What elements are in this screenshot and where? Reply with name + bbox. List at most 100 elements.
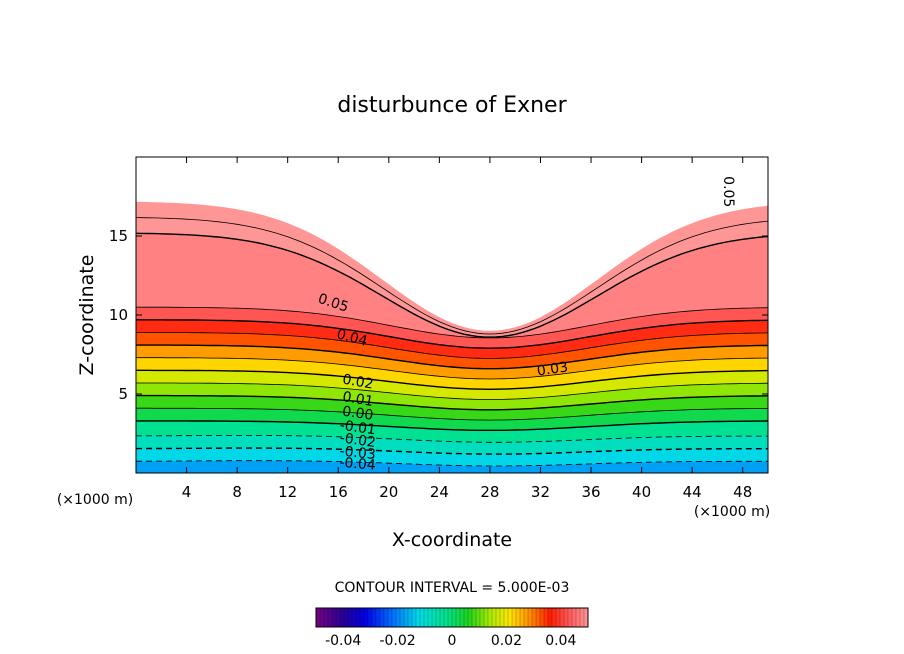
colorbar-swatch <box>448 608 453 627</box>
contour-line <box>136 369 768 391</box>
colorbar-swatch <box>436 608 441 627</box>
colorbar-swatch <box>544 608 549 627</box>
colorbar-tick-label: -0.04 <box>325 633 361 649</box>
colorbar-swatch <box>516 608 521 627</box>
colorbar-swatch <box>456 608 461 627</box>
colorbar-swatch <box>560 608 565 627</box>
colorbar-swatch <box>580 608 585 627</box>
contour-label: 0.03 <box>536 359 569 379</box>
colorbar-swatch <box>556 608 561 627</box>
colorbar-swatch <box>504 608 509 627</box>
contour-line <box>136 382 768 400</box>
colorbar-swatch <box>528 608 533 627</box>
colorbar-swatch <box>316 608 321 627</box>
contour-label: -0.02 <box>339 430 377 451</box>
colorbar-swatch <box>420 608 425 627</box>
colorbar-swatch <box>320 608 325 627</box>
contour-line <box>136 435 768 443</box>
contour-label: 0.00 <box>341 404 374 424</box>
contour-label: 0.05 <box>720 176 736 207</box>
contour-label: -0.01 <box>339 418 377 439</box>
colorbar-swatch <box>428 608 433 627</box>
colorbar-swatch <box>360 608 365 627</box>
colorbar-swatch <box>536 608 541 627</box>
colorbar-swatch <box>408 608 413 627</box>
colorbar-tick-label: 0 <box>448 633 457 649</box>
contour-line <box>136 394 768 411</box>
colorbar-frame <box>315 607 589 628</box>
colorbar-swatch <box>400 608 405 627</box>
colorbar-swatch <box>340 608 345 627</box>
contour-line <box>136 407 768 421</box>
contour-label: 0.02 <box>341 372 374 393</box>
contour-lines <box>136 217 768 526</box>
colorbar-swatch <box>328 608 333 627</box>
colorbar-swatch <box>412 608 417 627</box>
colorbar-swatch <box>396 608 401 627</box>
colorbar-swatch <box>444 608 449 627</box>
contour-line <box>136 217 768 335</box>
x-axis-label: X-coordinate <box>392 529 512 551</box>
contour-line <box>136 524 768 526</box>
x-tick-label: 44 <box>683 483 702 501</box>
contour-label: 0.04 <box>335 326 369 350</box>
colorbar-swatch <box>488 608 493 627</box>
x-tick-label: 32 <box>531 483 550 501</box>
colorbar-swatch <box>372 608 377 627</box>
colorbar-swatch <box>472 608 477 627</box>
colorbar-swatch <box>376 608 381 627</box>
colorbar-tick-label: 0.04 <box>545 633 576 649</box>
chart-title: disturbunce of Exner <box>337 93 567 118</box>
contour-line <box>136 420 768 431</box>
colorbar-swatch <box>496 608 501 627</box>
colorbar-swatch <box>512 608 517 627</box>
colorbar-swatch <box>336 608 341 627</box>
contour-field <box>136 157 768 473</box>
x-unit-label-left: (×1000 m) <box>57 492 133 508</box>
colorbar-swatch <box>572 608 577 627</box>
contour-line <box>136 319 768 349</box>
colorbar-swatch <box>384 608 389 627</box>
colorbar-swatch <box>476 608 481 627</box>
contour-label: -0.03 <box>339 443 377 463</box>
contour-line <box>136 447 768 455</box>
x-tick-label: 36 <box>581 483 600 501</box>
colorbar-swatch <box>468 608 473 627</box>
y-axis-label: Z-coordinate <box>76 255 98 376</box>
colorbar-swatch <box>392 608 397 627</box>
colorbar-swatch <box>452 608 457 627</box>
x-unit-label-right: (×1000 m) <box>694 504 770 520</box>
colorbar-swatch <box>552 608 557 627</box>
colorbar-swatch <box>568 608 573 627</box>
colorbar-swatch <box>508 608 513 627</box>
x-tick-label: 48 <box>733 483 752 501</box>
colorbar-swatch <box>356 608 361 627</box>
x-tick-label: 12 <box>278 483 297 501</box>
contour-line <box>136 511 768 513</box>
contour-label: 0.01 <box>341 389 374 410</box>
contour-line <box>136 344 768 370</box>
x-tick-label: 16 <box>329 483 348 501</box>
colorbar-tick-label: -0.02 <box>379 633 415 649</box>
x-tick-label: 24 <box>430 483 449 501</box>
colorbar-swatch <box>532 608 537 627</box>
contour-label: -0.04 <box>339 455 377 474</box>
colorbar-swatch <box>500 608 505 627</box>
colorbar-swatch <box>540 608 545 627</box>
x-axis: 4 8 12 16 20 24 28 32 36 40 44 48 <box>182 157 752 501</box>
colorbar-swatch <box>464 608 469 627</box>
x-tick-label: 28 <box>480 483 499 501</box>
colorbar-swatch <box>332 608 337 627</box>
contour-line <box>161 472 326 473</box>
colorbar-swatch <box>432 608 437 627</box>
contour-line <box>136 486 768 490</box>
contour-line <box>136 498 768 501</box>
colorbar-swatch <box>404 608 409 627</box>
colorbar-swatch <box>576 608 581 627</box>
colorbar <box>315 608 589 627</box>
colorbar-swatch <box>348 608 353 627</box>
x-tick-label: 8 <box>232 483 242 501</box>
contour-line <box>136 357 768 380</box>
contour-interval-text: CONTOUR INTERVAL = 5.000E-03 <box>335 580 570 596</box>
